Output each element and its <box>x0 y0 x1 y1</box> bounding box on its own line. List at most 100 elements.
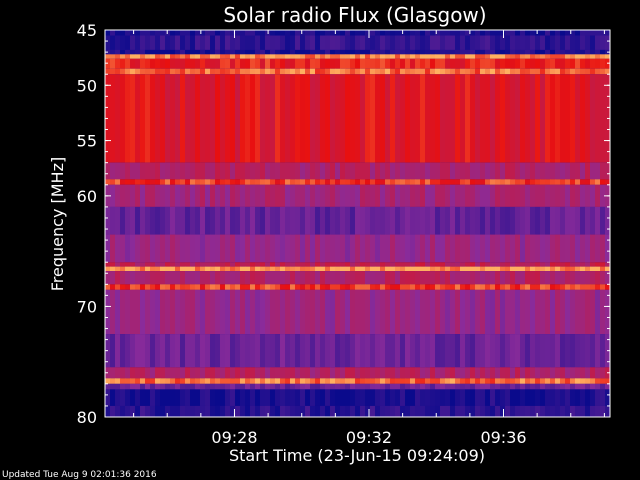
spectrogram-cell <box>195 262 201 267</box>
spectrogram-cell <box>430 266 436 272</box>
spectrogram-cell <box>550 367 556 379</box>
spectrogram-cell <box>205 179 211 185</box>
spectrogram-cell <box>360 49 366 55</box>
spectrogram-cell <box>580 68 586 75</box>
spectrogram-cell <box>605 266 611 272</box>
spectrogram-cell <box>490 266 496 272</box>
spectrogram-cell <box>375 383 381 390</box>
spectrogram-cell <box>280 289 286 335</box>
spectrogram-cell <box>575 35 581 50</box>
spectrogram-cell <box>575 334 581 368</box>
spectrogram-cell <box>545 289 551 335</box>
spectrogram-cell <box>475 58 481 69</box>
spectrogram-cell <box>400 367 406 379</box>
spectrogram-cell <box>320 334 326 368</box>
spectrogram-cell <box>395 162 401 180</box>
spectrogram-cell <box>245 30 251 36</box>
spectrogram-cell <box>400 234 406 263</box>
spectrogram-cell <box>115 284 121 290</box>
spectrogram-cell <box>290 206 296 235</box>
spectrogram-cell <box>105 206 111 235</box>
spectrogram-cell <box>445 30 451 36</box>
spectrogram-cell <box>430 383 436 390</box>
spectrogram-cell <box>465 262 471 267</box>
spectrogram-cell <box>415 49 421 55</box>
spectrogram-cell <box>330 74 336 163</box>
spectrogram-cell <box>365 284 371 290</box>
spectrogram-cell <box>130 49 136 55</box>
spectrogram-cell <box>475 367 481 379</box>
spectrogram-cell <box>150 289 156 335</box>
spectrogram-cell <box>425 383 431 390</box>
spectrogram-cell <box>165 179 171 185</box>
spectrogram-cell <box>425 35 431 50</box>
spectrogram-cell <box>500 30 506 36</box>
spectrogram-cell <box>305 206 311 235</box>
spectrogram-cell <box>450 162 456 180</box>
spectrogram-cell <box>200 289 206 335</box>
spectrogram-cell <box>345 367 351 379</box>
spectrogram-cell <box>395 383 401 390</box>
spectrogram-cell <box>315 35 321 50</box>
spectrogram-cell <box>330 234 336 263</box>
spectrogram-cell <box>110 383 116 390</box>
spectrogram-cell <box>435 74 441 163</box>
spectrogram-cell <box>480 334 486 368</box>
spectrogram-cell <box>280 266 286 272</box>
spectrogram-cell <box>160 389 166 406</box>
spectrogram-cell <box>440 30 446 36</box>
spectrogram-cell <box>495 68 501 75</box>
spectrogram-cell <box>105 289 111 335</box>
spectrogram-cell <box>560 234 566 263</box>
spectrogram-cell <box>410 74 416 163</box>
spectrogram-cell <box>495 367 501 379</box>
spectrogram-cell <box>230 266 236 272</box>
spectrogram-cell <box>485 68 491 75</box>
spectrogram-cell <box>485 405 491 417</box>
spectrogram-cell <box>230 74 236 163</box>
spectrogram-cell <box>295 30 301 36</box>
spectrogram-cell <box>580 74 586 163</box>
spectrogram-cell <box>435 266 441 272</box>
spectrogram-cell <box>205 334 211 368</box>
spectrogram-cell <box>595 378 601 384</box>
spectrogram-cell <box>355 262 361 267</box>
spectrogram-cell <box>550 266 556 272</box>
spectrogram-cell <box>445 289 451 335</box>
spectrogram-cell <box>490 234 496 263</box>
spectrogram-cell <box>240 262 246 267</box>
spectrogram-cell <box>490 184 496 207</box>
spectrogram-cell <box>180 289 186 335</box>
spectrogram-cell <box>490 30 496 36</box>
spectrogram-cell <box>440 74 446 163</box>
spectrogram-cell <box>410 266 416 272</box>
spectrogram-cell <box>425 74 431 163</box>
spectrogram-cell <box>525 206 531 235</box>
spectrogram-cell <box>320 367 326 379</box>
spectrogram-cell <box>605 68 611 75</box>
spectrogram-cell <box>165 54 171 59</box>
spectrogram-cell <box>310 271 316 285</box>
spectrogram-cell <box>480 289 486 335</box>
spectrogram-cell <box>585 378 591 384</box>
spectrogram-cell <box>335 266 341 272</box>
spectrogram-cell <box>480 179 486 185</box>
spectrogram-cell <box>425 266 431 272</box>
spectrogram-cell <box>190 284 196 290</box>
spectrogram-cell <box>340 49 346 55</box>
spectrogram-cell <box>410 383 416 390</box>
spectrogram-cell <box>495 35 501 50</box>
spectrogram-cell <box>395 289 401 335</box>
spectrogram-cell <box>510 54 516 59</box>
spectrogram-cell <box>290 289 296 335</box>
spectrogram-cell <box>345 266 351 272</box>
spectrogram-cell <box>315 266 321 272</box>
spectrogram-cell <box>130 206 136 235</box>
spectrogram-cell <box>430 179 436 185</box>
spectrogram-cell <box>125 162 131 180</box>
spectrogram-cell <box>280 54 286 59</box>
spectrogram-cell <box>405 405 411 417</box>
spectrogram-cell <box>415 389 421 406</box>
spectrogram-cell <box>450 35 456 50</box>
spectrogram-cell <box>530 389 536 406</box>
